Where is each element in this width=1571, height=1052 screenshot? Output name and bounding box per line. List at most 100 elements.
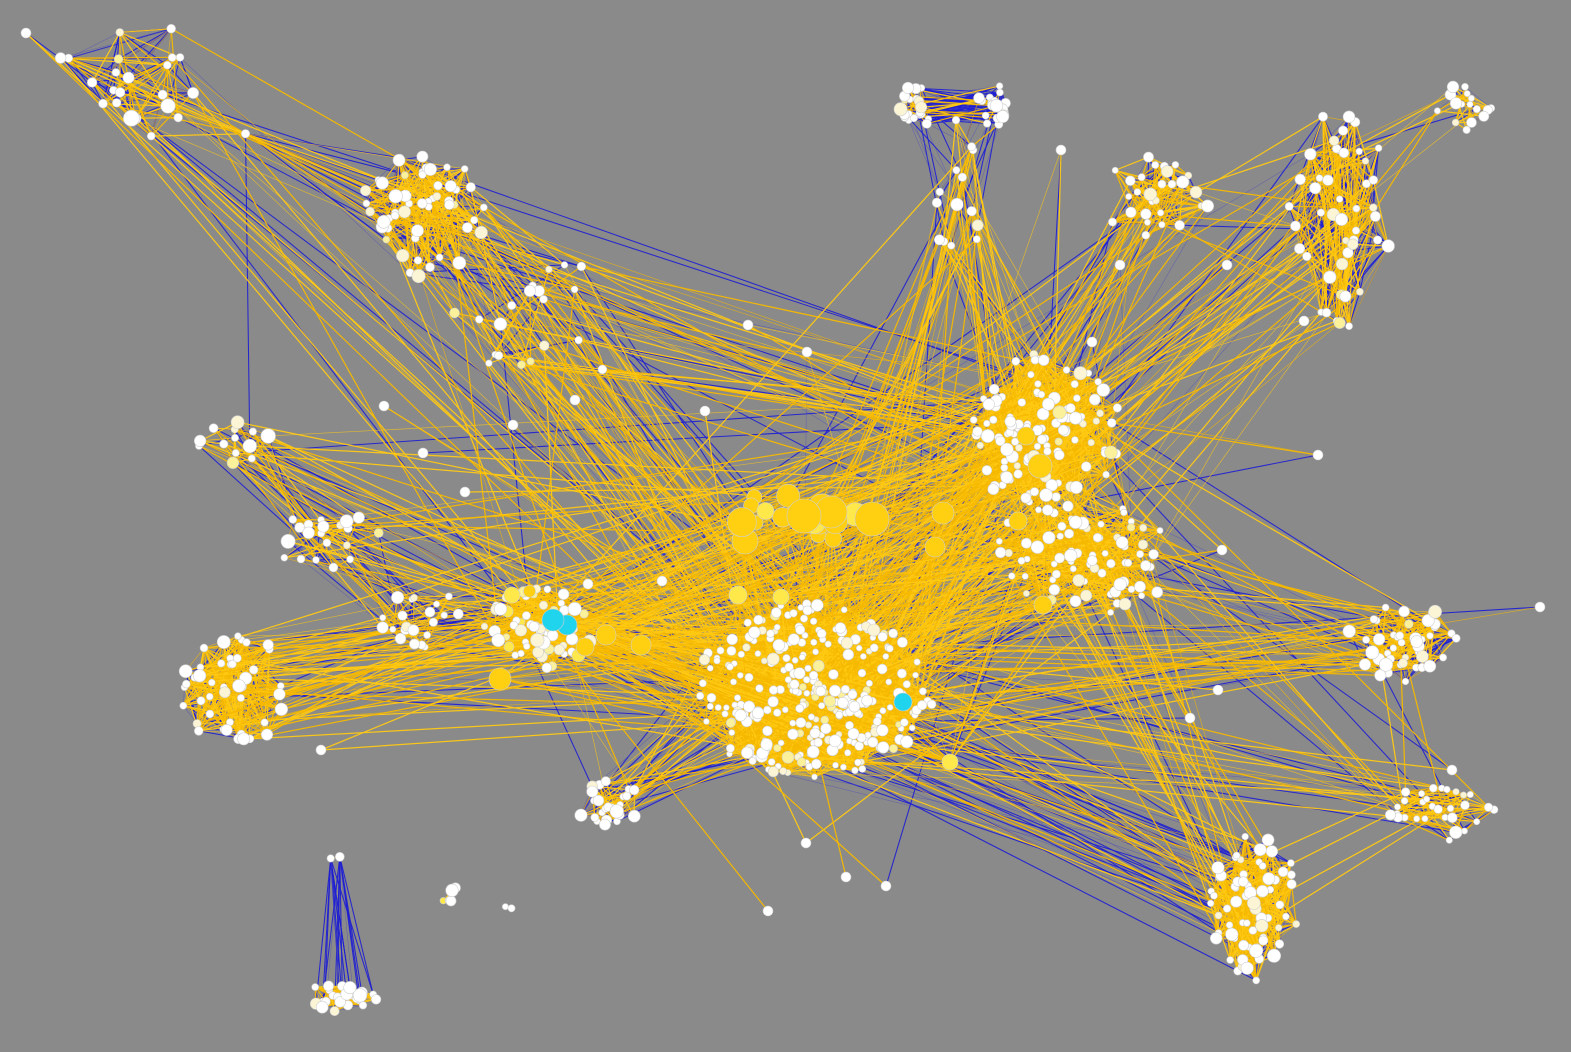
graph-node[interactable] [237,732,251,746]
graph-node[interactable] [723,704,730,711]
graph-node[interactable] [1421,815,1429,823]
graph-node[interactable] [1079,420,1087,428]
graph-node[interactable] [1226,956,1234,964]
graph-node[interactable] [877,631,888,642]
graph-node[interactable] [326,854,335,863]
graph-node[interactable] [915,101,928,114]
graph-node[interactable] [1338,147,1350,159]
graph-node[interactable] [854,741,864,751]
graph-node[interactable] [1395,631,1405,640]
graph-node[interactable] [444,180,457,193]
graph-node[interactable] [373,528,384,538]
graph-node[interactable] [1365,645,1380,660]
graph-node[interactable] [193,669,207,683]
graph-node[interactable] [1064,528,1074,539]
graph-node[interactable] [947,241,956,250]
graph-node[interactable] [1369,203,1378,212]
graph-node[interactable] [1248,926,1258,935]
graph-node[interactable] [798,653,806,661]
graph-node[interactable] [539,340,550,351]
graph-node[interactable] [983,419,991,428]
graph-node[interactable] [1136,550,1144,558]
graph-node[interactable] [742,319,754,331]
graph-node[interactable] [592,794,605,807]
graph-node[interactable] [1394,803,1401,811]
graph-node[interactable] [236,694,245,702]
graph-node[interactable] [901,81,914,94]
graph-node[interactable] [1020,492,1032,504]
graph-node[interactable] [1401,677,1410,686]
graph-node[interactable] [194,434,207,448]
graph-node[interactable] [530,632,545,648]
graph-node[interactable] [781,706,789,714]
graph-node[interactable] [334,996,346,1008]
graph-node[interactable] [1036,407,1050,421]
graph-node[interactable] [1094,378,1102,386]
graph-node[interactable] [789,719,797,727]
graph-node[interactable] [1097,568,1107,578]
graph-node[interactable] [449,307,460,319]
graph-node[interactable] [934,234,945,246]
graph-node[interactable] [1071,436,1079,444]
graph-node[interactable] [716,646,725,655]
graph-node[interactable] [231,449,240,457]
graph-node[interactable] [1312,449,1324,461]
graph-node[interactable] [779,767,787,775]
graph-node[interactable] [569,394,581,406]
graph-node[interactable] [296,554,306,564]
graph-node[interactable] [847,689,858,700]
graph-node[interactable] [1092,532,1103,543]
graph-node[interactable] [1275,900,1285,910]
graph-node[interactable] [1389,644,1397,652]
graph-node[interactable] [541,662,552,673]
graph-node[interactable] [280,553,288,562]
graph-node[interactable] [726,663,734,671]
graph-node[interactable] [1447,812,1458,824]
graph-node[interactable] [228,659,237,669]
graph-node[interactable] [847,727,860,740]
graph-node[interactable] [1069,411,1083,425]
graph-node[interactable] [1466,790,1474,798]
graph-node[interactable] [1030,487,1040,497]
graph-node[interactable] [767,766,779,778]
graph-node[interactable] [123,109,140,127]
graph-node[interactable] [1355,147,1363,155]
graph-node[interactable] [511,651,519,659]
graph-node[interactable] [86,77,98,88]
graph-node[interactable] [1265,845,1278,858]
graph-node[interactable] [1347,238,1359,250]
graph-node[interactable] [996,88,1004,97]
graph-node[interactable] [983,119,992,128]
graph-node[interactable] [1106,558,1116,569]
cyan-node-3[interactable] [893,692,913,712]
graph-node[interactable] [1449,825,1463,839]
graph-node[interactable] [1037,390,1046,399]
graph-node[interactable] [1068,515,1083,529]
graph-node[interactable] [820,715,829,725]
graph-node[interactable] [1144,218,1151,226]
graph-node[interactable] [507,301,517,310]
graph-node[interactable] [1062,500,1074,512]
graph-node[interactable] [1398,658,1408,668]
graph-node[interactable] [744,673,754,682]
graph-node[interactable] [1316,208,1325,217]
graph-node[interactable] [828,734,842,748]
graph-node[interactable] [416,150,429,163]
graph-node[interactable] [1256,884,1269,898]
graph-node[interactable] [388,189,403,204]
graph-node[interactable] [770,607,782,618]
graph-node[interactable] [1080,589,1093,602]
graph-node[interactable] [1114,259,1126,271]
graph-node[interactable] [219,439,229,449]
graph-node[interactable] [760,657,768,665]
graph-node[interactable] [885,678,893,686]
graph-node[interactable] [241,129,251,139]
graph-node[interactable] [1004,415,1017,428]
graph-node[interactable] [976,441,984,450]
graph-node[interactable] [787,728,799,740]
graph-node[interactable] [1069,565,1077,573]
graph-node[interactable] [424,606,436,618]
graph-node[interactable] [699,405,711,417]
graph-node[interactable] [1369,615,1378,624]
